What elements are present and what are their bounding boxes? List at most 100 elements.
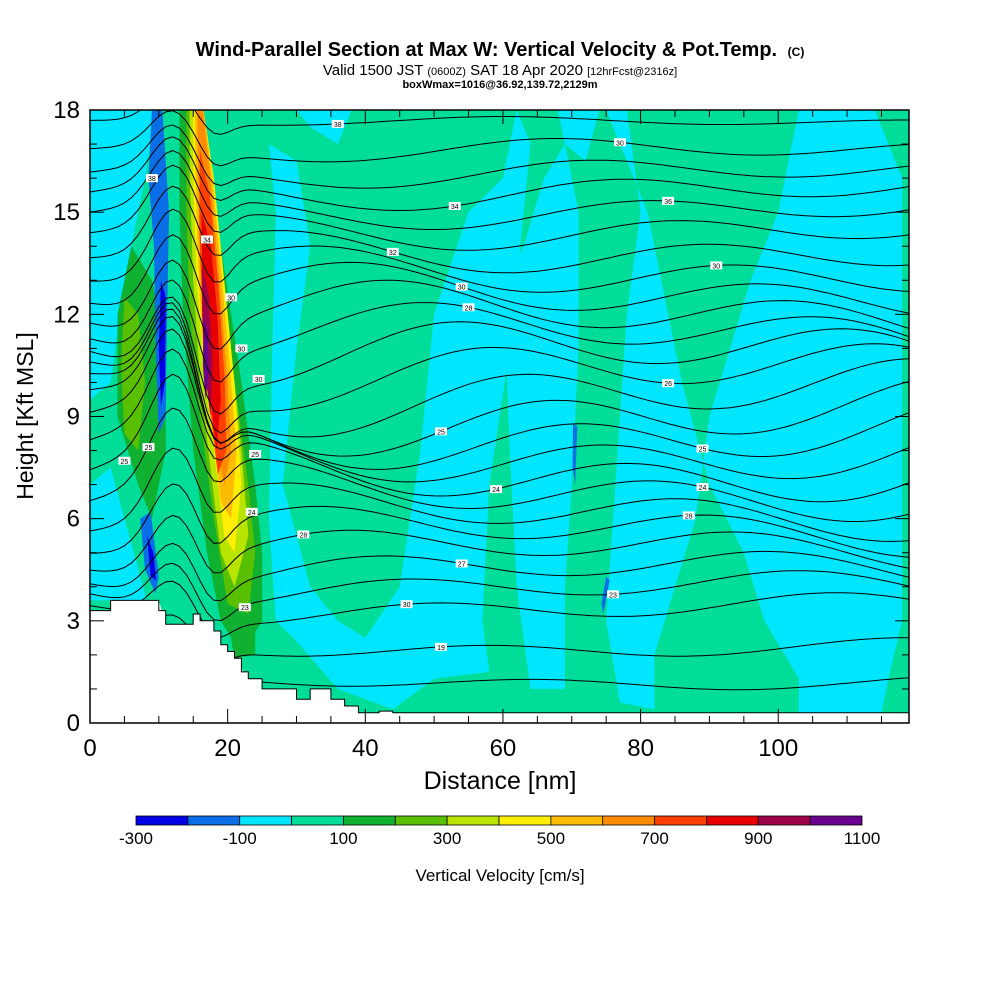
- contour-label-bg: [607, 590, 620, 599]
- contour-label-bg: [331, 119, 344, 128]
- x-tick-label: 20: [214, 735, 241, 762]
- contour-label: 28: [465, 305, 473, 312]
- subtitle-valid: Valid 1500 JST: [323, 62, 423, 79]
- contour-label-bg: [249, 449, 262, 458]
- x-tick-label: 80: [627, 735, 654, 762]
- contour-label: 27: [458, 561, 466, 568]
- colorbar-swatch: [394, 815, 448, 826]
- contour-label: 38: [148, 176, 156, 183]
- velocity-region: [558, 110, 600, 162]
- contour-label-bg: [145, 174, 158, 183]
- contour-label-bg: [252, 375, 265, 384]
- theta-contour: [90, 348, 909, 483]
- contour-label: 30: [458, 285, 466, 292]
- theta-contour: [90, 580, 909, 638]
- contour-label: 30: [227, 295, 235, 302]
- contour-label-bg: [455, 282, 468, 291]
- colorbar-swatch: [550, 815, 604, 826]
- colorbar: -300 -100 100 300 500 700 900 1100: [119, 815, 881, 848]
- colorbar-tick-label: -300: [119, 829, 153, 848]
- contour-label: 30: [255, 377, 263, 384]
- svg-text:Valid 1500 JST (0600Z): Valid 1500 JST (0600Z) SAT 18 Apr 2020 […: [323, 62, 677, 79]
- contour-label: 24: [492, 487, 500, 494]
- colorbar-tick-label: 1100: [844, 829, 881, 848]
- velocity-region: [90, 467, 146, 611]
- contour-label-bg: [613, 138, 626, 147]
- contour-label-bg: [435, 642, 447, 651]
- theta-contour: [90, 110, 909, 167]
- colorbar-swatch: [498, 815, 552, 826]
- x-tick-label: 40: [352, 735, 379, 762]
- contour-label: 23: [241, 605, 249, 612]
- colorbar-swatch: [135, 815, 189, 826]
- contour-label-bg: [448, 202, 461, 211]
- colorbar-swatch: [291, 815, 344, 826]
- plot-area: 38 30 34 36 32 30 30 28 26 25 25 24 24 28 28 27 23 30 19 38…: [89, 109, 910, 724]
- theta-contour: [90, 259, 909, 350]
- theta-contour: [90, 164, 909, 251]
- subtitle-date: SAT 18 Apr 2020: [470, 62, 583, 79]
- info-line: boxWmax=1016@36.92,139.72,2129m: [402, 79, 597, 91]
- theta-contour: [90, 514, 909, 574]
- y-tick-label: 0: [67, 710, 80, 737]
- contour-label: 19: [437, 645, 445, 652]
- velocity-region: [202, 314, 210, 400]
- x-tick-label: 60: [490, 735, 517, 762]
- contour-label-bg: [696, 444, 709, 453]
- theta-contour: [90, 328, 909, 470]
- theta-contour: [90, 302, 909, 434]
- contour-label: 30: [712, 263, 720, 270]
- x-tick-label: 100: [758, 735, 798, 762]
- theta-contour: [90, 483, 909, 558]
- theta-contour: [90, 185, 909, 274]
- contour-label: 30: [238, 346, 246, 353]
- contour-label: 30: [616, 140, 624, 147]
- terrain: [89, 599, 910, 724]
- contour-label-bg: [662, 379, 675, 388]
- colorbar-label: Vertical Velocity [cm/s]: [415, 866, 584, 885]
- contour-label: 25: [437, 429, 445, 436]
- contour-label: 25: [251, 452, 259, 459]
- theta-contour: [90, 110, 909, 135]
- velocity-region: [121, 297, 146, 451]
- contour-label-bg: [235, 344, 248, 353]
- contour-label-bg: [201, 235, 213, 244]
- contour-label: 24: [248, 510, 256, 517]
- x-axis-label: Distance [nm]: [424, 767, 577, 795]
- contour-label: 25: [145, 445, 153, 452]
- svg-text:Wind-Parallel Section at Max W: Wind-Parallel Section at Max W: Vertical…: [196, 39, 805, 61]
- colorbar-tick-label: 500: [537, 829, 565, 848]
- velocity-region: [606, 110, 903, 713]
- contour-label: 34: [203, 237, 211, 244]
- contour-label-bg: [142, 443, 155, 452]
- velocity-region: [601, 576, 610, 614]
- contour-label: 34: [451, 204, 459, 211]
- contour-label-bg: [238, 603, 251, 612]
- colorbar-swatch: [602, 815, 656, 826]
- colorbar-swatch: [654, 815, 707, 826]
- contour-label-bg: [710, 261, 723, 270]
- contour-label-bg: [435, 427, 447, 436]
- colorbar-swatch: [757, 815, 811, 826]
- contour-label: 25: [699, 446, 707, 453]
- colorbar-tick-label: 900: [744, 829, 772, 848]
- contour-label: 23: [609, 592, 617, 599]
- y-tick-label: 12: [53, 301, 80, 328]
- y-tick-label: 6: [67, 506, 80, 533]
- velocity-region: [90, 110, 156, 400]
- contour-label: 36: [664, 199, 672, 206]
- y-tick-label: 3: [67, 608, 80, 635]
- theta-contour: [90, 124, 909, 189]
- contour-label: 26: [664, 381, 672, 388]
- contour-label: 38: [334, 122, 342, 129]
- contour-label: 24: [699, 485, 707, 492]
- colorbar-swatch: [446, 815, 500, 826]
- subtitle-utc: (0600Z): [427, 66, 466, 78]
- contour-label: 25: [121, 459, 129, 466]
- chart-title: Wind-Parallel Section at Max W: Vertical…: [196, 39, 777, 61]
- chart-title-mark: (C): [788, 45, 805, 59]
- y-axis-label: Height [Kft MSL]: [12, 332, 38, 499]
- colorbar-swatch: [239, 815, 292, 826]
- subtitle-fcst: [12hrFcst@2316z]: [587, 66, 677, 78]
